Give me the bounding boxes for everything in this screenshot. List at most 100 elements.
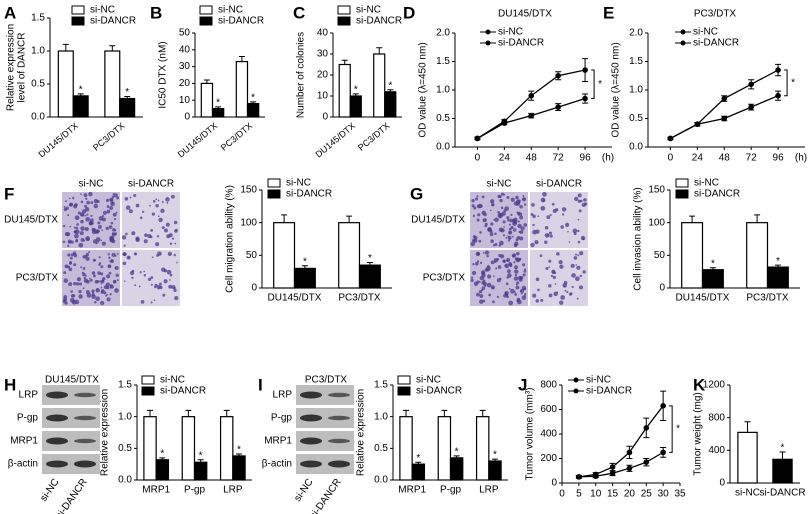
bar <box>399 416 413 481</box>
y-axis-label: Relative expression <box>100 389 111 476</box>
cell-stain <box>516 281 520 285</box>
bar <box>235 60 249 118</box>
cell-stain <box>537 288 540 292</box>
cell-stain <box>111 232 116 237</box>
cell-stain <box>75 229 80 235</box>
cell-stain <box>522 263 526 267</box>
cell-stain <box>71 300 77 305</box>
cell-stain <box>82 272 86 277</box>
y-tick-label: 0.5 <box>118 443 132 454</box>
legend-swatch <box>141 375 155 385</box>
cell-stain <box>530 242 535 248</box>
cell-stain <box>134 284 137 287</box>
error-bar <box>774 264 781 268</box>
cell-stain <box>112 279 117 284</box>
legend-marker <box>573 388 579 394</box>
cell-stain <box>483 251 485 254</box>
cell-stain <box>566 291 569 294</box>
cell-stain <box>487 274 492 279</box>
significance-label: * <box>493 450 497 461</box>
blot-band <box>46 391 68 399</box>
chart-panel: F 0 50 100 150 Cell migration ability (%) si-N… <box>4 178 392 304</box>
cell-stain <box>540 205 546 211</box>
cell-stain <box>498 244 501 247</box>
cell-stain <box>122 252 127 256</box>
cell-stain <box>169 273 173 277</box>
significance-bracket <box>784 69 788 97</box>
cell-stain <box>82 287 85 290</box>
cell-stain <box>105 226 109 231</box>
cell-stain <box>519 236 524 241</box>
cell-stain <box>571 285 574 289</box>
cell-stain <box>545 266 549 271</box>
cell-stain <box>175 228 178 232</box>
cell-stain <box>560 295 565 300</box>
cell-stain <box>75 226 79 230</box>
cell-stain <box>85 197 88 200</box>
cell-stain <box>67 214 70 217</box>
cell-stain <box>523 223 528 227</box>
cell-stain <box>100 279 105 284</box>
error-bar <box>124 96 131 99</box>
cell-stain <box>89 278 93 282</box>
cell-stain <box>86 200 90 205</box>
data-point <box>576 474 582 480</box>
cell-stain <box>477 213 481 217</box>
x-tick-label: PC3/DTX <box>91 121 127 153</box>
cell-stain <box>162 293 166 297</box>
cell-stain <box>578 285 583 290</box>
x-tick-label: LRP <box>223 485 243 496</box>
blot-strip <box>296 454 354 474</box>
x-tick-label: MRP1 <box>398 485 426 496</box>
cell-stain <box>513 276 519 281</box>
data-point <box>660 403 666 409</box>
cell-stain <box>501 211 506 216</box>
cell-stain <box>499 277 502 281</box>
cell-stain <box>473 238 478 243</box>
cell-stain <box>73 253 78 258</box>
cell-stain <box>503 226 505 228</box>
cell-stain <box>62 224 66 228</box>
cell-stain <box>122 261 127 266</box>
cell-stain <box>86 213 89 216</box>
cell-stain <box>114 229 117 232</box>
cell-stain <box>158 217 163 223</box>
significance-label: * <box>303 256 307 267</box>
data-point <box>643 425 650 431</box>
data-point <box>609 464 616 470</box>
significance-label: * <box>791 78 795 89</box>
cell-stain <box>65 200 67 202</box>
legend-label: si-NC <box>498 27 523 38</box>
cell-stain <box>505 282 509 286</box>
cell-stain <box>478 299 484 304</box>
cell-stain <box>577 218 580 221</box>
legend-marker <box>680 40 686 46</box>
data-point <box>592 473 599 480</box>
legend-label: si-DANCR <box>160 386 206 397</box>
cell-stain <box>497 265 502 269</box>
cell-stain <box>584 202 588 206</box>
cell-stain <box>108 256 111 259</box>
cell-stain <box>161 201 164 204</box>
cell-stain <box>494 242 498 246</box>
cell-stain <box>106 293 109 296</box>
blot-strip <box>296 385 354 405</box>
cell-stain <box>482 281 488 286</box>
cell-stain <box>510 197 515 202</box>
cell-stain <box>90 201 94 205</box>
cell-stain <box>552 208 557 214</box>
cell-stain <box>101 219 104 221</box>
cell-stain <box>81 213 85 217</box>
cell-stain <box>123 280 126 282</box>
cell-stain <box>144 233 148 238</box>
bar <box>273 222 296 289</box>
bar <box>766 266 789 289</box>
cell-stain <box>521 197 527 202</box>
cell-stain <box>481 273 486 278</box>
cell-stain <box>96 290 99 293</box>
cell-stain <box>577 240 581 244</box>
cell-stain <box>518 277 523 282</box>
cell-stain <box>171 237 175 240</box>
cell-stain <box>63 278 69 283</box>
cell-stain <box>567 230 569 233</box>
